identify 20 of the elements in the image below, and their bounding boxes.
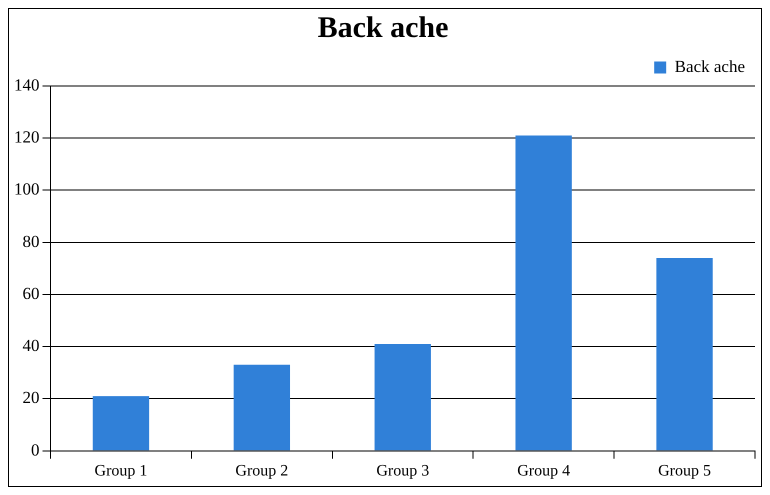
- x-tick-label: Group 5: [658, 462, 711, 480]
- bar: [374, 344, 431, 450]
- y-tick-label: 140: [14, 75, 40, 94]
- legend-label: Back ache: [674, 56, 746, 76]
- x-tick-label: Group 2: [235, 462, 288, 480]
- y-tick-label: 120: [14, 128, 40, 147]
- x-tick-label: Group 1: [94, 462, 148, 480]
- y-tick-label: 20: [22, 388, 40, 408]
- bar: [515, 136, 572, 450]
- bar: [234, 364, 290, 450]
- y-tick-label: 80: [22, 232, 40, 251]
- y-tick-label: 40: [22, 336, 40, 356]
- y-tick-label: 100: [14, 180, 40, 199]
- bar: [656, 258, 713, 450]
- y-tick-label: 0: [31, 440, 40, 460]
- x-tick-label: Group 3: [376, 462, 430, 480]
- chart-title: Back ache: [318, 10, 448, 44]
- bar: [92, 396, 150, 450]
- x-tick-label: Group 4: [517, 462, 570, 480]
- y-tick-label: 60: [22, 284, 40, 303]
